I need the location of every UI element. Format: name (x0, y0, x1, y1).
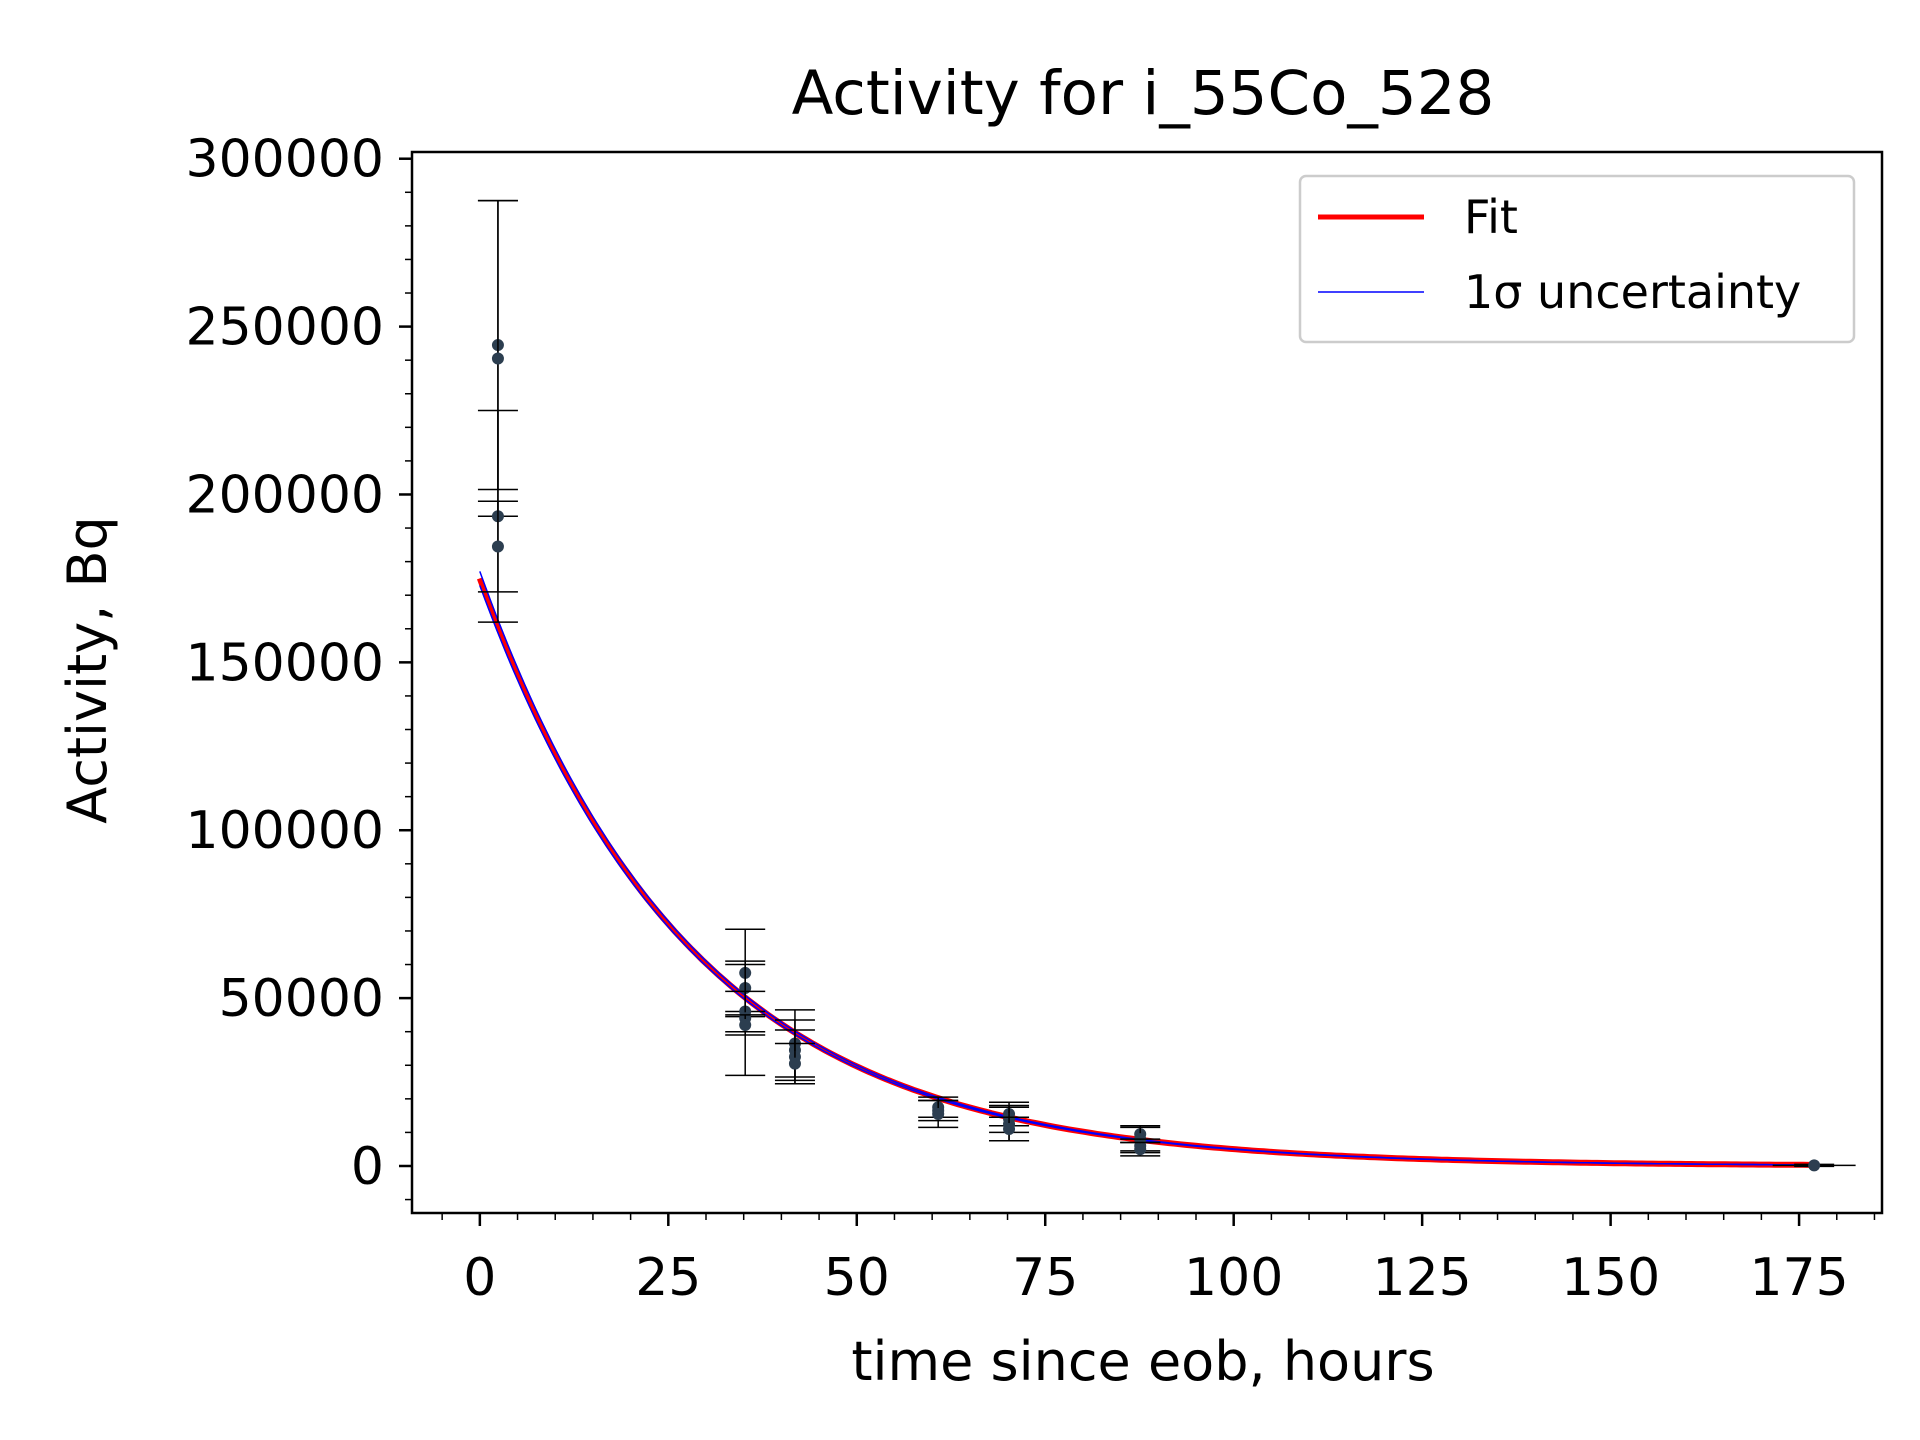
data-point (739, 1018, 752, 1031)
x-tick-label: 50 (824, 1248, 890, 1308)
x-axis-label: time since eob, hours (851, 1330, 1434, 1393)
y-tick-label: 300000 (185, 130, 384, 190)
data-point (491, 540, 504, 553)
y-tick-label: 0 (351, 1137, 384, 1197)
y-tick-label: 150000 (185, 633, 384, 693)
x-tick-label: 25 (635, 1248, 701, 1308)
x-tick-label: 125 (1373, 1248, 1472, 1308)
data-point (1134, 1143, 1147, 1156)
data-point (491, 352, 504, 365)
uncertainty-lower-curve (479, 585, 1815, 1166)
chart-title: Activity for i_55Co_528 (792, 58, 1495, 129)
legend-uncertainty-label: 1σ uncertainty (1464, 265, 1801, 319)
y-tick-label: 250000 (185, 298, 384, 358)
x-tick-label: 175 (1749, 1248, 1848, 1308)
legend-frame (1298, 174, 1856, 344)
x-tick-label: 100 (1184, 1248, 1283, 1308)
data-point (1003, 1123, 1016, 1136)
plot-area: 0 25 50 75 100 125 150 175 0 50000 100000 150000 200… (185, 130, 1884, 1308)
y-tick-label: 100000 (185, 801, 384, 861)
plot-frame (410, 150, 1884, 1215)
data-point (1808, 1159, 1821, 1172)
legend: Fit 1σ uncertainty (1298, 174, 1856, 344)
data-point (932, 1107, 945, 1120)
y-axis-label: Activity, Bq (56, 516, 119, 824)
data-point (788, 1057, 801, 1070)
uncertainty-upper-curve (479, 571, 1815, 1166)
x-tick-label: 0 (463, 1248, 496, 1308)
fit-curve (476, 577, 1815, 1168)
x-tick-label: 75 (1012, 1248, 1078, 1308)
legend-fit-label: Fit (1464, 190, 1518, 244)
x-tick-label: 150 (1561, 1248, 1660, 1308)
y-tick-label: 50000 (219, 969, 384, 1029)
y-tick-label: 200000 (185, 465, 384, 525)
